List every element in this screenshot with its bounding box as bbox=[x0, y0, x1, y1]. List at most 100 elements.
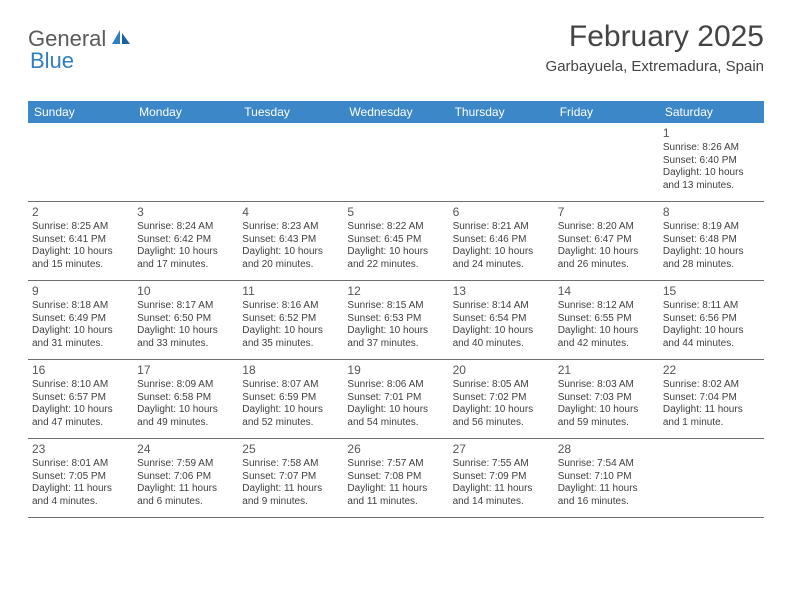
day-cell: 21Sunrise: 8:03 AMSunset: 7:03 PMDayligh… bbox=[554, 360, 659, 438]
sunrise-text: Sunrise: 8:05 AM bbox=[453, 379, 550, 392]
day-cell: 22Sunrise: 8:02 AMSunset: 7:04 PMDayligh… bbox=[659, 360, 764, 438]
day-number: 20 bbox=[453, 363, 550, 378]
daylight-text: Daylight: 11 hours bbox=[663, 404, 760, 417]
logo-text-blue-wrap: Blue bbox=[30, 48, 74, 74]
sunrise-text: Sunrise: 8:26 AM bbox=[663, 142, 760, 155]
daylight-text: Daylight: 10 hours bbox=[242, 246, 339, 259]
sunset-text: Sunset: 7:03 PM bbox=[558, 392, 655, 405]
daylight-text: and 4 minutes. bbox=[32, 496, 129, 509]
daylight-text: Daylight: 10 hours bbox=[32, 246, 129, 259]
sunrise-text: Sunrise: 8:01 AM bbox=[32, 458, 129, 471]
week-row: 23Sunrise: 8:01 AMSunset: 7:05 PMDayligh… bbox=[28, 439, 764, 518]
day-cell: 8Sunrise: 8:19 AMSunset: 6:48 PMDaylight… bbox=[659, 202, 764, 280]
daylight-text: Daylight: 10 hours bbox=[32, 325, 129, 338]
day-number: 5 bbox=[347, 205, 444, 220]
daylight-text: Daylight: 10 hours bbox=[242, 325, 339, 338]
empty-cell bbox=[343, 123, 448, 201]
sunset-text: Sunset: 6:46 PM bbox=[453, 234, 550, 247]
sunrise-text: Sunrise: 7:59 AM bbox=[137, 458, 234, 471]
daylight-text: and 24 minutes. bbox=[453, 259, 550, 272]
day-number: 2 bbox=[32, 205, 129, 220]
dayheader: Sunday bbox=[28, 101, 133, 123]
empty-cell bbox=[238, 123, 343, 201]
daylight-text: and 31 minutes. bbox=[32, 338, 129, 351]
daylight-text: Daylight: 10 hours bbox=[558, 325, 655, 338]
day-number: 7 bbox=[558, 205, 655, 220]
daylight-text: and 6 minutes. bbox=[137, 496, 234, 509]
sunset-text: Sunset: 6:40 PM bbox=[663, 155, 760, 168]
daylight-text: Daylight: 10 hours bbox=[137, 246, 234, 259]
day-number: 24 bbox=[137, 442, 234, 457]
day-number: 14 bbox=[558, 284, 655, 299]
sunrise-text: Sunrise: 7:58 AM bbox=[242, 458, 339, 471]
daylight-text: and 42 minutes. bbox=[558, 338, 655, 351]
daylight-text: Daylight: 10 hours bbox=[137, 404, 234, 417]
empty-cell bbox=[659, 439, 764, 517]
daylight-text: and 11 minutes. bbox=[347, 496, 444, 509]
day-number: 16 bbox=[32, 363, 129, 378]
day-number: 12 bbox=[347, 284, 444, 299]
day-cell: 20Sunrise: 8:05 AMSunset: 7:02 PMDayligh… bbox=[449, 360, 554, 438]
day-number: 19 bbox=[347, 363, 444, 378]
day-number: 25 bbox=[242, 442, 339, 457]
calendar: SundayMondayTuesdayWednesdayThursdayFrid… bbox=[28, 101, 764, 518]
sunset-text: Sunset: 7:02 PM bbox=[453, 392, 550, 405]
day-cell: 27Sunrise: 7:55 AMSunset: 7:09 PMDayligh… bbox=[449, 439, 554, 517]
sunrise-text: Sunrise: 8:24 AM bbox=[137, 221, 234, 234]
sunset-text: Sunset: 6:41 PM bbox=[32, 234, 129, 247]
daylight-text: and 49 minutes. bbox=[137, 417, 234, 430]
daylight-text: Daylight: 10 hours bbox=[453, 246, 550, 259]
sunset-text: Sunset: 6:49 PM bbox=[32, 313, 129, 326]
sunset-text: Sunset: 6:59 PM bbox=[242, 392, 339, 405]
sunset-text: Sunset: 6:50 PM bbox=[137, 313, 234, 326]
sunrise-text: Sunrise: 7:55 AM bbox=[453, 458, 550, 471]
sunrise-text: Sunrise: 8:10 AM bbox=[32, 379, 129, 392]
daylight-text: Daylight: 10 hours bbox=[663, 325, 760, 338]
daylight-text: Daylight: 10 hours bbox=[558, 246, 655, 259]
sunset-text: Sunset: 6:55 PM bbox=[558, 313, 655, 326]
sunrise-text: Sunrise: 8:22 AM bbox=[347, 221, 444, 234]
dayheader: Wednesday bbox=[343, 101, 448, 123]
sunset-text: Sunset: 7:08 PM bbox=[347, 471, 444, 484]
empty-cell bbox=[449, 123, 554, 201]
day-number: 4 bbox=[242, 205, 339, 220]
daylight-text: Daylight: 10 hours bbox=[663, 167, 760, 180]
dayheader: Monday bbox=[133, 101, 238, 123]
day-number: 23 bbox=[32, 442, 129, 457]
day-cell: 7Sunrise: 8:20 AMSunset: 6:47 PMDaylight… bbox=[554, 202, 659, 280]
daylight-text: and 28 minutes. bbox=[663, 259, 760, 272]
location: Garbayuela, Extremadura, Spain bbox=[546, 58, 764, 75]
daylight-text: and 52 minutes. bbox=[242, 417, 339, 430]
weeks-container: 1Sunrise: 8:26 AMSunset: 6:40 PMDaylight… bbox=[28, 123, 764, 518]
sunrise-text: Sunrise: 8:07 AM bbox=[242, 379, 339, 392]
daylight-text: and 16 minutes. bbox=[558, 496, 655, 509]
daylight-text: Daylight: 11 hours bbox=[32, 483, 129, 496]
day-cell: 15Sunrise: 8:11 AMSunset: 6:56 PMDayligh… bbox=[659, 281, 764, 359]
sunrise-text: Sunrise: 8:19 AM bbox=[663, 221, 760, 234]
sunset-text: Sunset: 6:58 PM bbox=[137, 392, 234, 405]
sunrise-text: Sunrise: 8:14 AM bbox=[453, 300, 550, 313]
day-cell: 2Sunrise: 8:25 AMSunset: 6:41 PMDaylight… bbox=[28, 202, 133, 280]
daylight-text: and 47 minutes. bbox=[32, 417, 129, 430]
logo-text-blue: Blue bbox=[30, 48, 74, 73]
sunset-text: Sunset: 7:05 PM bbox=[32, 471, 129, 484]
daylight-text: Daylight: 11 hours bbox=[242, 483, 339, 496]
sunrise-text: Sunrise: 8:02 AM bbox=[663, 379, 760, 392]
day-number: 27 bbox=[453, 442, 550, 457]
daylight-text: Daylight: 10 hours bbox=[663, 246, 760, 259]
dayheader: Thursday bbox=[449, 101, 554, 123]
daylight-text: Daylight: 10 hours bbox=[347, 404, 444, 417]
daylight-text: Daylight: 10 hours bbox=[137, 325, 234, 338]
empty-cell bbox=[554, 123, 659, 201]
day-cell: 11Sunrise: 8:16 AMSunset: 6:52 PMDayligh… bbox=[238, 281, 343, 359]
week-row: 2Sunrise: 8:25 AMSunset: 6:41 PMDaylight… bbox=[28, 202, 764, 281]
sunset-text: Sunset: 7:04 PM bbox=[663, 392, 760, 405]
sunset-text: Sunset: 6:42 PM bbox=[137, 234, 234, 247]
day-cell: 6Sunrise: 8:21 AMSunset: 6:46 PMDaylight… bbox=[449, 202, 554, 280]
sunset-text: Sunset: 6:54 PM bbox=[453, 313, 550, 326]
daylight-text: and 33 minutes. bbox=[137, 338, 234, 351]
day-cell: 23Sunrise: 8:01 AMSunset: 7:05 PMDayligh… bbox=[28, 439, 133, 517]
daylight-text: Daylight: 11 hours bbox=[347, 483, 444, 496]
daylight-text: Daylight: 10 hours bbox=[453, 404, 550, 417]
day-cell: 12Sunrise: 8:15 AMSunset: 6:53 PMDayligh… bbox=[343, 281, 448, 359]
